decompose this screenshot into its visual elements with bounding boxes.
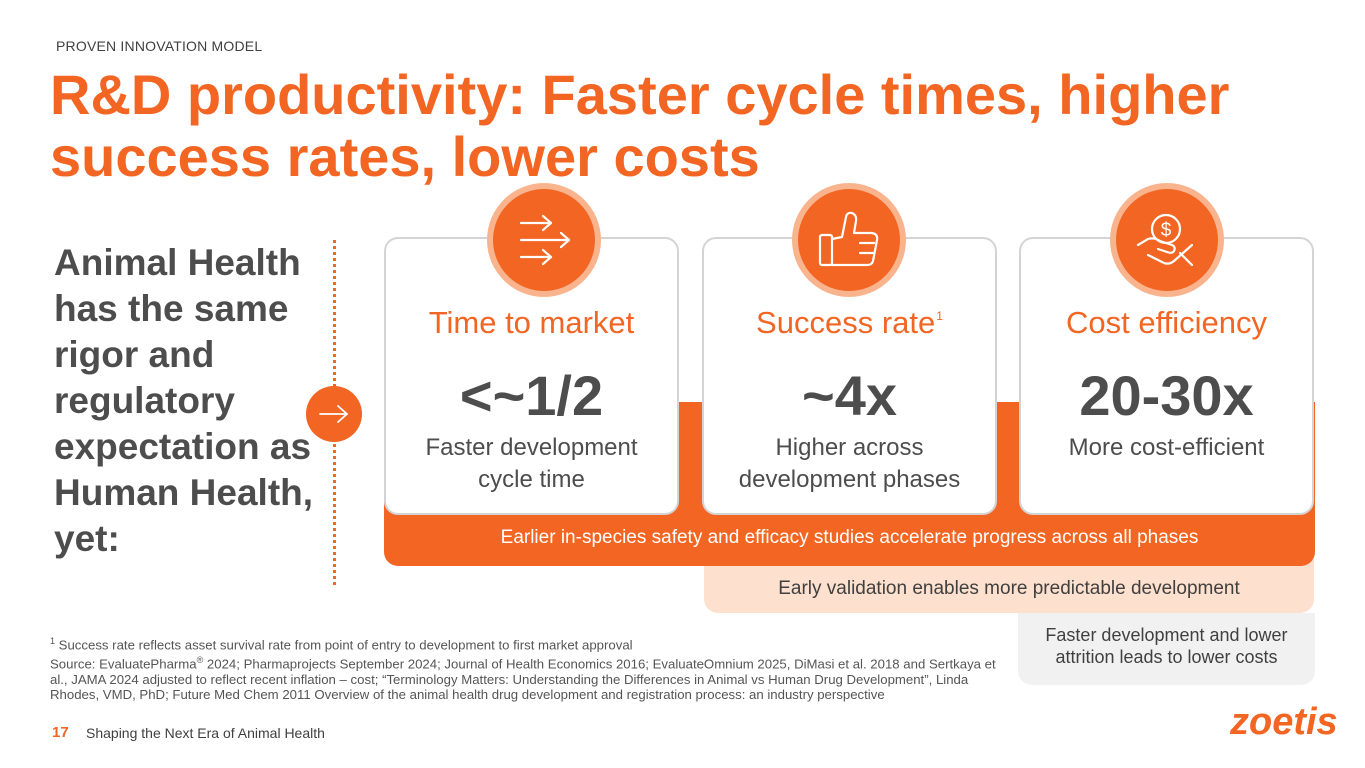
card-title: Time to market [428, 305, 635, 340]
card-title: Success rate1 [756, 305, 943, 340]
validation-band-text: Early validation enables more predictabl… [778, 578, 1240, 599]
hand-dollar-icon: $ [1110, 183, 1224, 297]
card-title: Cost efficiency [1065, 305, 1267, 340]
cost-summary-text: Faster development and lower attrition l… [1045, 625, 1288, 667]
footnote-source: Source: EvaluatePharma® 2024; Pharmaproj… [50, 654, 996, 702]
card-value: <~1/2 [459, 364, 604, 427]
card-description: More cost-efficient [1068, 434, 1265, 461]
cost-summary-box: Faster development and lower attrition l… [1018, 613, 1315, 685]
svg-text:zoetis: zoetis [1229, 701, 1338, 743]
card-description: Faster development cycle time [425, 434, 638, 493]
card-success-rate: Success rate1 ~4x Higher across developm… [702, 237, 997, 515]
validation-band: Early validation enables more predictabl… [704, 560, 1314, 613]
zoetis-logo: zoetis [1228, 698, 1340, 753]
thumbs-up-icon [792, 183, 906, 297]
card-value: 20-30x [1079, 364, 1254, 427]
in-species-band-text: Earlier in-species safety and efficacy s… [500, 527, 1199, 548]
lead-statement: Animal Health has the same rigor and reg… [54, 242, 314, 559]
eyebrow-label: PROVEN INNOVATION MODEL [56, 38, 263, 54]
footnote-marker: 1 [936, 309, 943, 323]
arrow-right-icon [306, 386, 362, 442]
footer-label: Shaping the Next Era of Animal Health [86, 725, 325, 741]
card-time-to-market: Time to market <~1/2 Faster development … [384, 237, 679, 515]
card-description: Higher across development phases [738, 434, 961, 493]
arrows-right-icon [487, 183, 601, 297]
page-number: 17 [52, 724, 69, 741]
footnotes: 1 Success rate reflects asset survival r… [50, 634, 1005, 702]
svg-text:$: $ [1161, 220, 1172, 241]
card-value: ~4x [802, 364, 897, 427]
page-title: R&D productivity: Faster cycle times, hi… [50, 63, 1230, 188]
footnote-success-rate: 1 Success rate reflects asset survival r… [50, 636, 633, 653]
